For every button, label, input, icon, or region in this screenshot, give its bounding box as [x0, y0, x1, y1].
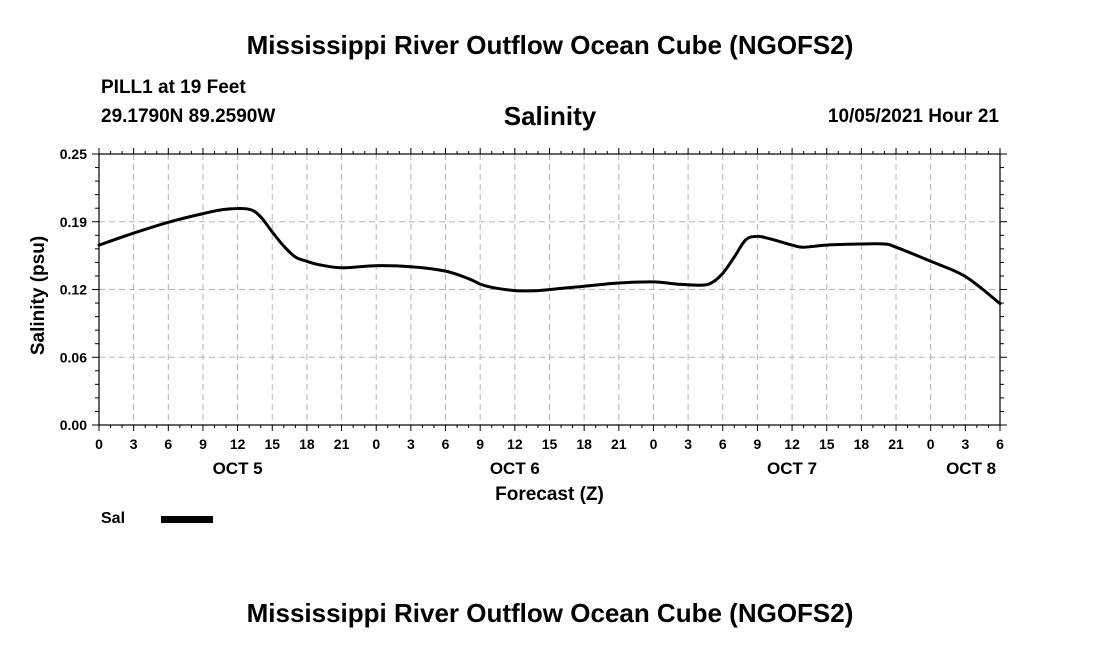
- plot-frame: [98, 153, 1001, 426]
- y-tick-label: 0.12: [60, 282, 87, 298]
- y-tick-label: 0.19: [60, 214, 87, 230]
- x-tick-label: 21: [334, 436, 350, 452]
- y-tick-label: 0.06: [60, 349, 87, 365]
- axis-label-layer: 0 3 6 9 12 15 18 21 0 3 6 9 12 15 18 21 0 3 6 9 12 15 18 21 0 3 6 0…: [60, 146, 1004, 478]
- x-tick-label: 21: [611, 436, 627, 452]
- x-tick-label: 9: [199, 436, 207, 452]
- date-label: OCT 5: [213, 459, 263, 478]
- x-tick-label: 6: [996, 436, 1004, 452]
- x-tick-label: 18: [299, 436, 315, 452]
- series-line-sal: [97, 207, 1002, 306]
- x-tick-label: 6: [442, 436, 450, 452]
- x-tick-label: 21: [888, 436, 904, 452]
- variable-title: Salinity: [503, 101, 597, 131]
- x-tick-label: 9: [476, 436, 484, 452]
- x-tick-label: 12: [784, 436, 800, 452]
- x-axis-label: Forecast (Z): [495, 484, 604, 505]
- x-tick-label: 3: [407, 436, 415, 452]
- x-tick-label: 18: [854, 436, 870, 452]
- x-tick-label: 6: [164, 436, 172, 452]
- forecast-datetime: 10/05/2021 Hour 21: [827, 106, 999, 127]
- y-axis-label: Salinity (psu): [28, 236, 49, 355]
- x-tick-label: 9: [754, 436, 762, 452]
- x-tick-label: 12: [230, 436, 246, 452]
- date-label: OCT 6: [490, 459, 540, 478]
- x-tick-label: 0: [372, 436, 380, 452]
- x-tick-label: 18: [576, 436, 592, 452]
- y-tick-label: 0.00: [60, 417, 87, 433]
- x-tick-label: 15: [264, 436, 280, 452]
- x-tick-label: 0: [650, 436, 658, 452]
- x-tick-label: 6: [719, 436, 727, 452]
- y-tick-label: 0.25: [60, 146, 87, 162]
- x-tick-label: 3: [684, 436, 692, 452]
- coordinates-label: 29.1790N 89.2590W: [101, 106, 276, 127]
- x-tick-label: 0: [927, 436, 935, 452]
- chart-title-bottom: Mississippi River Outflow Ocean Cube (NG…: [246, 598, 854, 628]
- x-tick-label: 3: [961, 436, 969, 452]
- date-label: OCT 7: [767, 459, 817, 478]
- x-tick-label: 0: [95, 436, 103, 452]
- legend-label: Sal: [101, 510, 126, 527]
- date-label: OCT 8: [946, 459, 996, 478]
- station-label: PILL1 at 19 Feet: [101, 77, 246, 98]
- series-layer: [97, 207, 1002, 306]
- x-tick-label: 15: [819, 436, 835, 452]
- chart-title-top: Mississippi River Outflow Ocean Cube (NG…: [246, 30, 854, 60]
- legend-swatch: [161, 516, 213, 523]
- grid-layer: [99, 154, 1000, 425]
- x-tick-label: 15: [542, 436, 558, 452]
- x-tick-label: 3: [130, 436, 138, 452]
- x-tick-label: 12: [507, 436, 523, 452]
